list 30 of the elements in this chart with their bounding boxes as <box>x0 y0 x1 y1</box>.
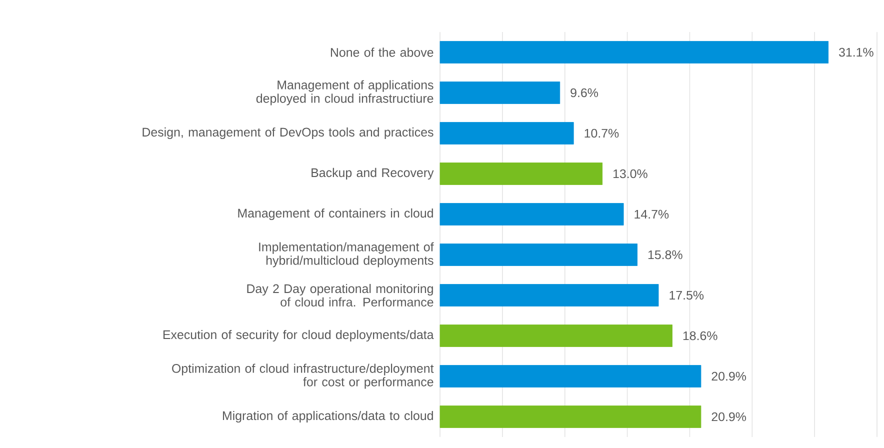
bar <box>440 406 702 428</box>
bar <box>440 324 672 347</box>
bar <box>440 41 829 64</box>
data-label: 10.7% <box>584 128 619 138</box>
y-tick-label: Migration of applications/data to cloud <box>222 410 433 423</box>
bar <box>440 122 574 144</box>
data-label: 9.6% <box>570 88 598 98</box>
data-label: 17.5% <box>670 290 704 300</box>
y-tick-label: None of the above <box>330 48 434 57</box>
bar <box>440 162 603 185</box>
data-label: 15.8% <box>648 250 682 260</box>
data-label: 20.9% <box>712 412 746 422</box>
y-tick-label: Implementation/management of hybrid/multicloud deployments <box>259 242 434 268</box>
data-label: 14.7% <box>634 210 669 219</box>
y-tick-label: Execution of security for cloud deployments/data <box>163 330 434 342</box>
bar <box>440 244 638 266</box>
y-tick-label: Day 2 Day operational monitoring of cloud infra. Performance <box>247 284 434 307</box>
bar <box>440 203 624 226</box>
data-label: 18.6% <box>683 331 718 340</box>
y-tick-label: Management of applications deployed in cloud infrastructiure <box>256 80 434 106</box>
y-tick-label: Design, management of DevOps tools and practices <box>142 127 434 140</box>
y-tick-label: Backup and Recovery <box>312 168 434 180</box>
data-label: 13.0% <box>613 169 648 178</box>
bar <box>440 284 659 306</box>
y-tick-label: Optimization of cloud infrastructure/deployment for cost or performance <box>172 364 434 389</box>
bar <box>440 365 702 388</box>
bar <box>440 82 560 104</box>
y-tick-label: Management of containers in cloud <box>238 208 433 220</box>
data-label: 31.1% <box>838 48 874 57</box>
data-label: 20.9% <box>712 372 746 381</box>
